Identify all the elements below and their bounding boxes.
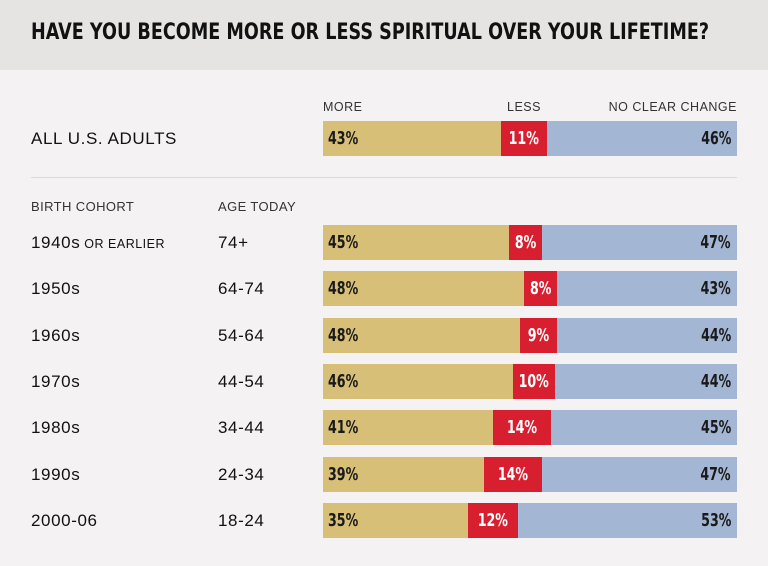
label-less-6: 12% — [477, 510, 508, 531]
bar-more-5 — [323, 457, 485, 492]
age-label-1: 64-74 — [218, 279, 265, 298]
label-less-total: 11% — [508, 128, 539, 149]
bar-less-2 — [519, 318, 557, 353]
age-label-3: 44-54 — [218, 372, 265, 391]
bar-no-change-1 — [557, 271, 737, 306]
age-label-5: 24-34 — [218, 465, 265, 484]
cohort-label-3: 1970s — [31, 372, 80, 392]
label-more-5: 39% — [328, 464, 359, 485]
label-more-1: 48% — [328, 278, 359, 299]
bar-no-change-4 — [550, 410, 737, 445]
age-label-0: 74+ — [218, 233, 249, 252]
label-no-change-0: 47% — [700, 232, 731, 253]
label-no-change-4: 45% — [700, 417, 731, 438]
bar-no-change-0 — [542, 225, 737, 260]
label-less-0: 8% — [515, 232, 537, 253]
age-label-4: 34-44 — [218, 418, 265, 437]
divider — [31, 177, 737, 178]
label-more-6: 35% — [328, 510, 359, 531]
cohort-label-5: 1990s — [31, 465, 80, 485]
label-less-5: 14% — [498, 464, 529, 485]
label-less-1: 8% — [529, 278, 552, 299]
label-no-change-6: 53% — [700, 510, 731, 531]
label-no-change-total: 46% — [700, 128, 731, 149]
bar-less-1 — [523, 271, 558, 306]
label-more-2: 48% — [328, 325, 359, 346]
label-more-4: 41% — [328, 417, 359, 438]
cohort-label-6: 2000-06 — [31, 511, 98, 531]
label-no-change-2: 44% — [700, 325, 731, 346]
bar-less-4 — [492, 410, 551, 445]
age-today-header: AGE TODAY — [218, 199, 297, 214]
label-more-0: 45% — [328, 232, 359, 253]
bar-more-6 — [323, 503, 468, 538]
cohort-year: 1970s — [31, 372, 81, 391]
label-no-change-5: 47% — [700, 464, 731, 485]
bar-more-2 — [323, 318, 520, 353]
bar-no-change-total — [546, 121, 737, 156]
age-label-2: 54-64 — [218, 326, 265, 345]
cohort-year: 1990s — [31, 465, 81, 484]
cohort-year: 2000-06 — [31, 511, 98, 530]
cohort-year: 1980s — [31, 418, 81, 437]
legend-more: MORE — [323, 100, 363, 114]
bar-less-5 — [484, 457, 543, 492]
label-more-3: 46% — [328, 371, 359, 392]
label-no-change-1: 43% — [700, 278, 731, 299]
bar-no-change-3 — [554, 364, 737, 399]
chart-title: HAVE YOU BECOME MORE OR LESS SPIRITUAL O… — [31, 20, 710, 45]
label-less-2: 9% — [527, 325, 549, 346]
bar-more-0 — [323, 225, 510, 260]
bar-no-change-5 — [542, 457, 737, 492]
label-no-change-3: 44% — [700, 371, 731, 392]
cohort-label-2: 1960s — [31, 326, 80, 346]
birth-cohort-header: BIRTH COHORT — [31, 199, 135, 214]
cohort-year: 1950s — [31, 279, 81, 298]
label-less-4: 14% — [506, 417, 537, 438]
cohort-label-0: 1940s OR EARLIER — [31, 233, 165, 253]
legend-no-change: NO CLEAR CHANGE — [608, 100, 737, 114]
total-row-label: ALL U.S. ADULTS — [31, 129, 177, 148]
legend-less: LESS — [507, 100, 541, 114]
bar-more-4 — [323, 410, 493, 445]
cohort-suffix: OR EARLIER — [80, 237, 166, 251]
age-label-6: 18-24 — [218, 511, 265, 530]
bar-less-3 — [513, 364, 555, 399]
bar-less-6 — [467, 503, 518, 538]
bar-no-change-2 — [556, 318, 737, 353]
bar-no-change-6 — [517, 503, 737, 538]
label-less-3: 10% — [519, 371, 550, 392]
cohort-label-1: 1950s — [31, 279, 80, 299]
bar-less-total — [501, 121, 547, 156]
cohort-year: 1960s — [31, 326, 81, 345]
title-bar: HAVE YOU BECOME MORE OR LESS SPIRITUAL O… — [0, 0, 768, 70]
cohort-label-4: 1980s — [31, 418, 80, 438]
bar-more-1 — [323, 271, 524, 306]
cohort-year: 1940s — [31, 233, 81, 252]
label-more-total: 43% — [328, 128, 359, 149]
bar-less-0 — [509, 225, 543, 260]
bar-more-total — [323, 121, 502, 156]
bar-more-3 — [323, 364, 514, 399]
